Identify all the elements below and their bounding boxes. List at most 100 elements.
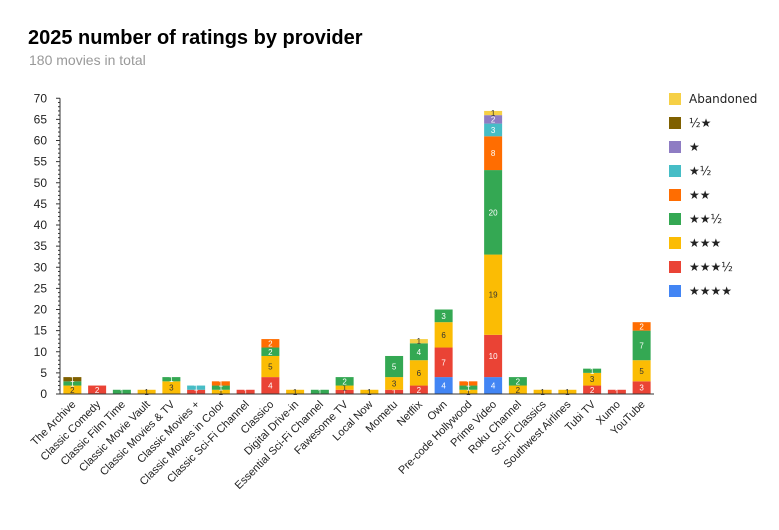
bar-segment xyxy=(137,389,156,394)
bar-segment xyxy=(484,115,503,124)
data-label: 2 xyxy=(590,386,595,395)
legend-label: ★★½ xyxy=(689,212,723,226)
data-label: 2 xyxy=(417,386,422,395)
data-label: 6 xyxy=(441,331,446,340)
bar-segment xyxy=(484,334,503,378)
bar-segment xyxy=(63,377,82,382)
y-tick-label: 30 xyxy=(34,260,48,274)
bar-segment xyxy=(409,343,428,361)
data-label: 3 xyxy=(169,384,174,393)
data-label: 1 xyxy=(194,388,199,397)
data-label: 2 xyxy=(491,115,496,124)
legend-label: ★★★ xyxy=(689,236,722,250)
data-label: 2 xyxy=(639,322,644,331)
legend-label: ★★ xyxy=(689,188,711,202)
data-label: 1 xyxy=(590,367,595,376)
data-label: 2 xyxy=(268,348,273,357)
bar-segment xyxy=(508,377,527,386)
bar-segment xyxy=(63,385,82,394)
data-label: 1 xyxy=(466,388,471,397)
x-tick-label: Netflix xyxy=(395,398,425,428)
y-tick-label: 15 xyxy=(34,324,48,338)
data-label: 1 xyxy=(466,379,471,388)
legend-swatch xyxy=(669,261,681,273)
data-label: 4 xyxy=(441,382,446,391)
legend-item: ★★½ xyxy=(669,211,722,227)
y-tick-label: 5 xyxy=(40,366,47,380)
bar-segment xyxy=(434,322,453,348)
bar-segment xyxy=(434,377,453,394)
data-label: 1 xyxy=(243,388,248,397)
chart-title: 2025 number of ratings by provider xyxy=(28,27,363,49)
bar-segment xyxy=(484,170,503,255)
data-label: 2 xyxy=(95,386,100,395)
data-label: 4 xyxy=(417,348,422,357)
data-label: 1 xyxy=(219,384,224,393)
bar-segment xyxy=(335,377,354,386)
bar-segment xyxy=(632,381,651,394)
legend-swatch xyxy=(669,141,681,153)
chart-subtitle: 180 movies in total xyxy=(29,52,146,68)
bar-segment xyxy=(335,389,354,394)
bar-segment xyxy=(508,385,527,394)
data-label: 3 xyxy=(392,379,397,388)
data-label: 1 xyxy=(293,388,298,397)
legend-item: ★★★ xyxy=(669,235,721,251)
legend-item: ★★★★ xyxy=(669,283,732,299)
y-tick-label: 20 xyxy=(34,303,48,317)
bar-segment xyxy=(484,254,503,335)
legend-item: ★★★½ xyxy=(669,259,733,275)
y-tick-label: 35 xyxy=(34,239,48,253)
data-label: 2 xyxy=(516,386,521,395)
y-tick-label: 55 xyxy=(34,155,48,169)
bar-segment xyxy=(162,381,181,394)
data-label: 5 xyxy=(392,363,397,372)
bar-segment xyxy=(484,136,503,171)
bar-segment xyxy=(533,389,552,394)
bar-segment xyxy=(558,389,577,394)
legend-swatch xyxy=(669,189,681,201)
y-tick-label: 0 xyxy=(40,387,47,401)
bar-segment xyxy=(385,377,404,390)
bar-segment xyxy=(459,389,478,394)
data-label: 3 xyxy=(590,375,595,384)
data-label: 3 xyxy=(639,384,644,393)
data-label: 1 xyxy=(120,388,125,397)
bar-segment xyxy=(484,377,503,394)
y-tick-label: 45 xyxy=(34,197,48,211)
bar-segment xyxy=(385,389,404,394)
data-label: 6 xyxy=(417,369,422,378)
legend-label: ½★ xyxy=(689,116,712,130)
legend-swatch xyxy=(669,165,681,177)
y-axis: 0 5 10 15 20 25 30 35 40 45 50 55 60 65 70 xyxy=(34,91,61,401)
bar-segment xyxy=(187,389,206,394)
legend-swatch xyxy=(669,237,681,249)
bar-segment xyxy=(409,339,428,344)
data-label: 4 xyxy=(491,382,496,391)
legend-label: ★ xyxy=(689,140,700,154)
data-label: 20 xyxy=(489,208,498,217)
bar-segment xyxy=(583,385,602,394)
data-label: 2 xyxy=(516,377,521,386)
y-tick-label: 70 xyxy=(34,91,48,105)
data-label: 1 xyxy=(169,375,174,384)
y-tick-label: 60 xyxy=(34,134,48,148)
data-label: 19 xyxy=(489,291,498,300)
data-label: 1 xyxy=(219,388,224,397)
bar-segment xyxy=(607,389,626,394)
legend-swatch xyxy=(669,285,681,297)
bar-segment xyxy=(211,385,230,390)
data-label: 5 xyxy=(639,367,644,376)
legend-item: ½★ xyxy=(669,115,711,131)
data-label: 1 xyxy=(342,384,347,393)
bar-segment xyxy=(310,389,329,394)
data-label: 2 xyxy=(70,386,75,395)
y-tick-label: 25 xyxy=(34,281,48,295)
bar-segment xyxy=(385,355,404,378)
bar-segment xyxy=(459,385,478,390)
bar-segment xyxy=(261,355,280,378)
bar-segment xyxy=(632,330,651,361)
y-tick-label: 10 xyxy=(34,345,48,359)
